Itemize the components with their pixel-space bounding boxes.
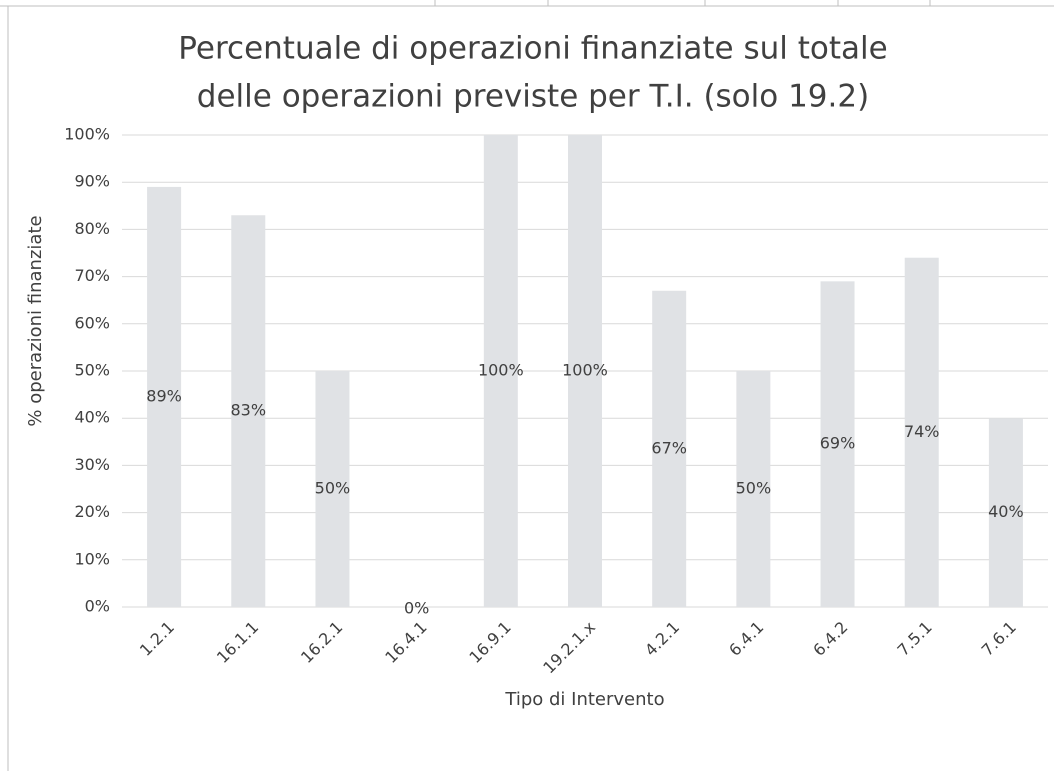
- y-tick-label: 90%: [74, 172, 110, 191]
- data-label: 100%: [562, 361, 608, 380]
- bar: [315, 371, 350, 607]
- data-label: 40%: [988, 502, 1024, 521]
- bar: [652, 290, 687, 607]
- bar: [904, 257, 939, 607]
- y-tick-label: 30%: [74, 455, 110, 474]
- x-tick-label: 4.2.1: [641, 618, 683, 660]
- x-tick-label: 6.4.2: [809, 618, 851, 660]
- data-label: 50%: [736, 479, 772, 498]
- x-tick-label: 16.4.1: [381, 618, 430, 667]
- bar: [568, 135, 602, 607]
- x-tick-label: 7.6.1: [978, 618, 1020, 660]
- y-tick-label: 20%: [74, 502, 110, 521]
- data-label: 0%: [404, 599, 429, 618]
- data-label: 67%: [651, 438, 687, 457]
- x-tick-label: 1.2.1: [136, 618, 178, 660]
- bar: [231, 215, 266, 608]
- y-tick-label: 40%: [74, 408, 110, 427]
- data-label: 69%: [820, 434, 856, 453]
- y-tick-label: 0%: [85, 597, 110, 616]
- y-axis-title: % operazioni finanziate: [25, 215, 46, 426]
- y-tick-label: 100%: [64, 125, 110, 144]
- data-label: 83%: [230, 401, 266, 420]
- y-tick-label: 10%: [74, 549, 110, 568]
- y-tick-label: 60%: [74, 313, 110, 332]
- y-tick-label: 70%: [74, 266, 110, 285]
- bar: [147, 186, 182, 608]
- x-tick-label: 16.1.1: [213, 618, 262, 667]
- x-tick-label: 19.2.1.x: [539, 618, 599, 678]
- data-label: 89%: [146, 386, 182, 405]
- y-tick-label: 50%: [74, 361, 110, 380]
- bar: [820, 281, 855, 607]
- data-label: 74%: [904, 422, 940, 441]
- chart-title: Percentuale di operazioni finanziate sul…: [178, 31, 887, 67]
- bar: [736, 371, 771, 607]
- x-axis-title: Tipo di Intervento: [504, 689, 664, 710]
- bar: [483, 135, 518, 607]
- data-label: 50%: [315, 479, 351, 498]
- y-tick-label: 80%: [74, 219, 110, 238]
- chart-title: delle operazioni previste per T.I. (solo…: [197, 79, 869, 115]
- data-label: 100%: [478, 361, 524, 380]
- bar: [988, 418, 1023, 607]
- x-tick-label: 6.4.1: [725, 618, 767, 660]
- x-tick-label: 7.5.1: [894, 618, 936, 660]
- x-tick-label: 16.9.1: [465, 618, 514, 667]
- x-tick-label: 16.2.1: [297, 618, 346, 667]
